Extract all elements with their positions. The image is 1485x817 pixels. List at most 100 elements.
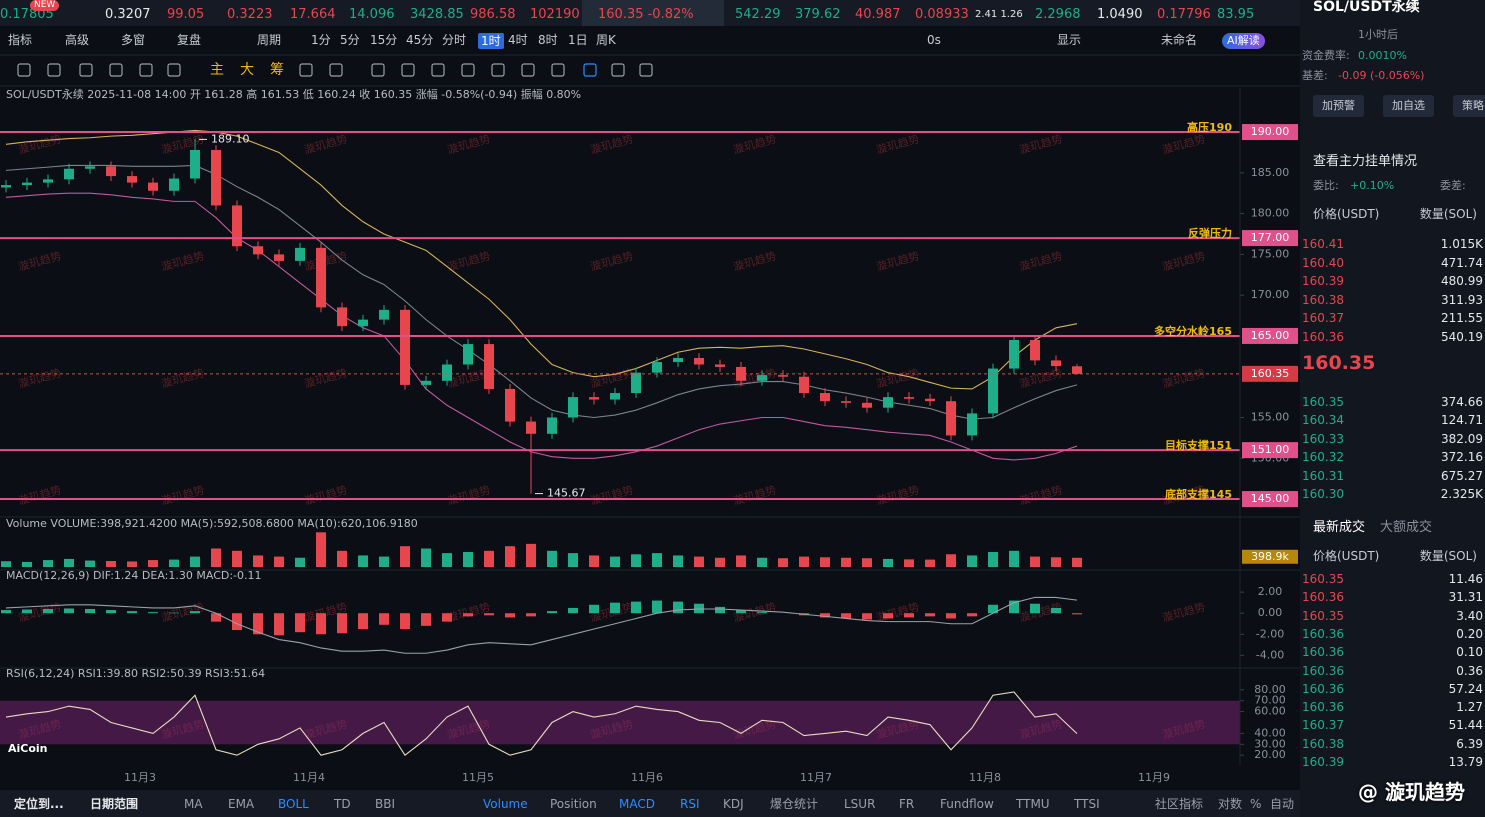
toolbar-item[interactable]: 15分 <box>370 33 398 47</box>
indicator-tab[interactable]: MACD <box>619 797 655 811</box>
ask-qty: 1.015K <box>1440 237 1483 251</box>
volume-bar <box>841 557 851 567</box>
ticker-price[interactable]: 379.62 <box>795 7 841 22</box>
ticker-price[interactable]: 99.05 <box>167 7 205 22</box>
toolbar-item[interactable]: 分时 <box>442 33 467 47</box>
diff-label: 委差: <box>1440 179 1466 192</box>
trade-tab[interactable]: 最新成交 <box>1313 520 1366 535</box>
indicator-tab[interactable]: EMA <box>228 797 255 811</box>
indicator-tab[interactable]: TTSI <box>1074 797 1100 811</box>
toolbar-item[interactable]: 1分 <box>311 33 331 47</box>
toolbar-item[interactable]: 周K <box>596 33 616 47</box>
candle-body <box>442 364 452 381</box>
chart-area: 漩玑趋势 漩玑趋势 漩玑趋势 漩玑趋势 漩玑趋势 漩玑趋势 漩玑趋势 漩玑趋势 漩玑趋势漩玑趋势… <box>0 54 1300 784</box>
indicator-tab[interactable]: FR <box>899 797 915 811</box>
ticker-price[interactable]: 1.0490 <box>1097 7 1143 22</box>
ticker-price[interactable]: 0.3207 <box>105 7 151 22</box>
indicator-tab[interactable]: 爆仓统计 <box>770 797 819 811</box>
indicator-tab[interactable]: Position <box>550 797 597 811</box>
toolbar-item[interactable]: 高级 <box>65 33 90 47</box>
x-tick-label: 11月6 <box>631 771 663 784</box>
tool-icon <box>47 63 61 77</box>
ticker-price[interactable]: 3428.85 <box>410 7 464 22</box>
ticker-price[interactable]: 14.096 <box>349 7 395 22</box>
toolbar-right-item[interactable]: 未命名 <box>1161 33 1198 47</box>
indicator-tab[interactable]: 自动 <box>1270 797 1295 811</box>
indicator-tab[interactable]: Volume <box>483 797 528 811</box>
toolbar-item[interactable]: 4时 <box>508 33 528 47</box>
indicator-tab[interactable]: RSI <box>680 797 700 811</box>
ticker-price[interactable]: 0.3223 <box>227 7 273 22</box>
draw-tool[interactable]: 主 <box>210 62 224 78</box>
ticker-price[interactable]: 2.41 1.26 <box>975 9 1023 20</box>
volume-bar <box>673 555 683 567</box>
indicator-tab[interactable]: Fundflow <box>940 797 994 811</box>
x-tick-label: 11月7 <box>800 771 832 784</box>
level-label-bg <box>1242 442 1298 459</box>
ticker-price[interactable]: 102190 <box>530 7 580 22</box>
ticker-price[interactable]: 160.35 -0.82% <box>598 7 694 22</box>
candle-body <box>106 166 116 177</box>
indicator-tab[interactable]: MA <box>184 797 203 811</box>
toolbar-right-item[interactable]: 显示 <box>1057 33 1082 47</box>
toolbar-item[interactable]: 1时 <box>478 33 504 49</box>
indicator-tab[interactable]: 社区指标 <box>1155 797 1204 811</box>
toolbar-right-item[interactable]: AI解读 <box>1222 33 1265 49</box>
macd-bar <box>820 613 830 618</box>
macd-bar <box>736 610 746 614</box>
trade-tab[interactable]: 大额成交 <box>1380 520 1433 535</box>
tool-icon <box>461 63 475 77</box>
indicator-tab[interactable]: TTMU <box>1016 797 1050 811</box>
toolbar-item[interactable]: 1日 <box>568 33 588 47</box>
macd-bar <box>1051 607 1061 614</box>
indicator-tab[interactable]: BOLL <box>278 797 309 811</box>
indicator-tab[interactable]: % <box>1250 797 1262 811</box>
draw-tool[interactable]: 筹 <box>270 62 284 78</box>
action-button[interactable]: 策略 <box>1453 95 1485 117</box>
indicator-tab[interactable]: 定位到... <box>14 797 64 811</box>
x-tick-label: 11月9 <box>1138 771 1170 784</box>
watermark: 漩玑趋势 <box>17 367 63 391</box>
toolbar-right-item[interactable]: 0s <box>927 33 941 47</box>
candle-body <box>337 307 347 327</box>
indicator-tab[interactable]: BBI <box>375 797 396 811</box>
draw-tool[interactable]: 大 <box>240 62 254 78</box>
watermark: 漩玑趋势 <box>303 367 349 391</box>
indicator-tab[interactable]: LSUR <box>844 797 876 811</box>
ticker-price[interactable]: 17.664 <box>290 7 336 22</box>
toolbar-item[interactable]: 周期 <box>257 33 282 47</box>
dif-line <box>5 596 1078 654</box>
ticker-price[interactable]: 40.987 <box>855 7 901 22</box>
candle-body <box>1051 360 1061 367</box>
ticker-price[interactable]: 0.17805 <box>0 7 54 22</box>
ticker-price[interactable]: 83.95 <box>1217 7 1255 22</box>
macd-bar <box>190 611 200 614</box>
toolbar-item[interactable]: 8时 <box>538 33 558 47</box>
indicator-tab[interactable]: KDJ <box>723 797 744 811</box>
indicator-tab[interactable]: 对数 <box>1218 797 1243 811</box>
toolbar-item[interactable]: 5分 <box>340 33 360 47</box>
tool-icon <box>167 63 181 77</box>
action-button[interactable]: 加自选 <box>1383 95 1434 117</box>
ask-qty: 211.55 <box>1441 311 1483 326</box>
basis-label: 基差: <box>1302 69 1328 82</box>
ticker-price[interactable]: 542.29 <box>735 7 781 22</box>
ticker-price[interactable]: 2.2968 <box>1035 7 1081 22</box>
volume-bar <box>1 561 11 567</box>
toolbar-item[interactable]: 多窗 <box>121 33 146 47</box>
rsi-band <box>0 700 1240 745</box>
indicator-tab[interactable]: 日期范围 <box>90 797 139 811</box>
indicator-tab[interactable]: TD <box>334 797 351 811</box>
trade-qty: 11.46 <box>1448 572 1483 586</box>
ticker-price[interactable]: 0.17796 <box>1157 7 1211 22</box>
tool-icon <box>299 63 313 77</box>
macd-bar <box>715 606 725 614</box>
action-button[interactable]: 加预警 <box>1313 95 1364 117</box>
ticker-price[interactable]: 0.08933 <box>915 7 969 22</box>
main-orders-link[interactable]: 查看主力挂单情况 <box>1313 154 1418 169</box>
toolbar-item[interactable]: 复盘 <box>177 33 202 47</box>
toolbar-item[interactable]: 45分 <box>406 33 434 47</box>
ticker-price[interactable]: 986.58 <box>470 7 516 22</box>
y-tick-label: 175.00 <box>1251 247 1290 260</box>
toolbar-item[interactable]: 指标 <box>8 33 33 47</box>
